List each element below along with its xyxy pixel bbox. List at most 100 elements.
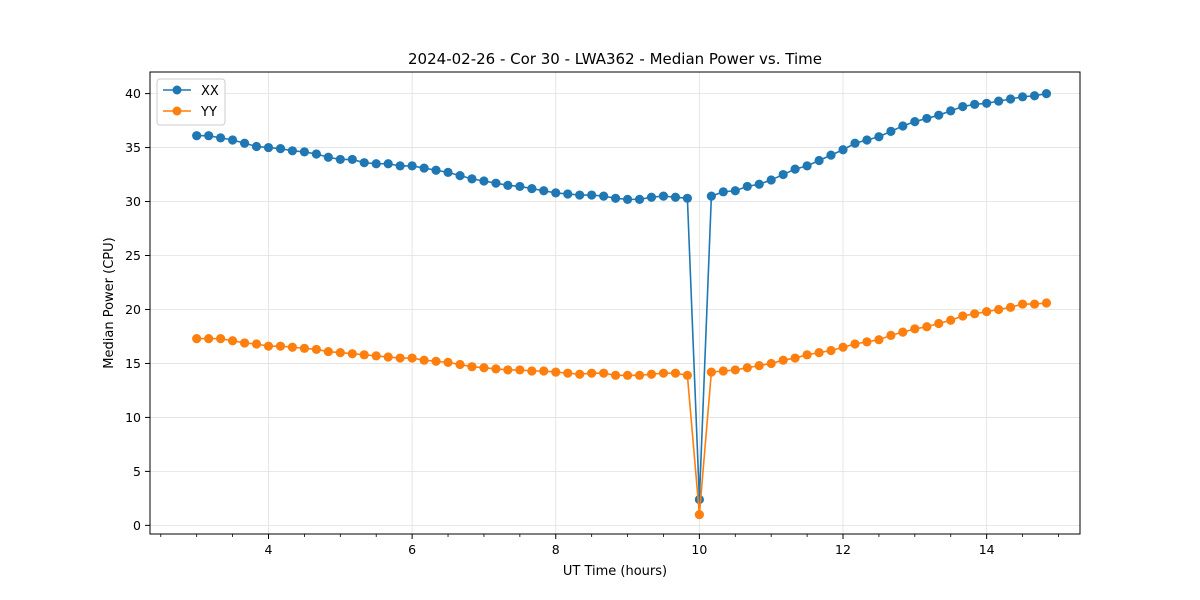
x-tick-label: 6 — [408, 542, 416, 557]
data-point-xx — [814, 155, 824, 166]
data-point-yy — [251, 339, 262, 349]
data-point-yy — [539, 366, 549, 376]
data-point-yy — [347, 349, 357, 359]
data-point-xx — [610, 193, 621, 203]
data-point-xx — [359, 158, 369, 168]
legend-marker-xx — [172, 85, 182, 95]
data-point-xx — [910, 117, 920, 127]
data-point-xx — [1005, 94, 1016, 104]
data-point-yy — [958, 311, 968, 321]
x-tick-label: 12 — [835, 542, 851, 557]
data-point-xx — [946, 106, 956, 116]
data-point-yy — [383, 352, 393, 362]
data-point-yy — [862, 337, 872, 347]
data-point-xx — [575, 190, 585, 200]
data-point-xx — [934, 110, 944, 120]
data-point-yy — [395, 353, 405, 363]
data-point-xx — [551, 188, 561, 198]
data-point-yy — [503, 365, 513, 375]
y-tick-label: 10 — [125, 410, 141, 425]
data-point-xx — [395, 161, 405, 171]
data-point-xx — [335, 154, 345, 165]
data-point-xx — [563, 189, 573, 199]
legend-label-xx: XX — [201, 84, 219, 99]
data-point-yy — [994, 304, 1004, 315]
x-axis: 4 6 8 10 12 14 — [160, 534, 1059, 557]
x-axis-label: UT Time (hours) — [563, 564, 667, 579]
data-point-xx — [958, 101, 968, 112]
data-point-xx — [886, 126, 896, 136]
data-point-xx — [455, 171, 465, 181]
data-point-xx — [742, 181, 752, 192]
data-point-xx — [1029, 91, 1040, 101]
data-point-xx — [371, 159, 381, 169]
chart-title: 2024-02-26 - Cor 30 - LWA362 - Median Po… — [408, 50, 822, 68]
data-point-yy — [431, 356, 441, 366]
data-point-xx — [766, 175, 776, 185]
data-point-yy — [263, 341, 274, 351]
y-axis-label: Median Power (CPU) — [102, 237, 117, 368]
data-point-yy — [419, 355, 429, 365]
data-point-xx — [1041, 88, 1052, 99]
data-point-xx — [347, 154, 357, 165]
data-point-xx — [419, 163, 429, 173]
data-point-yy — [515, 365, 525, 375]
data-point-xx — [407, 161, 417, 171]
y-tick-label: 0 — [133, 518, 141, 533]
data-point-yy — [718, 366, 728, 376]
data-point-xx — [730, 186, 740, 196]
data-point-xx — [311, 149, 321, 159]
data-point-yy — [610, 370, 621, 380]
data-point-xx — [754, 179, 764, 189]
data-point-xx — [192, 131, 202, 141]
data-point-yy — [778, 355, 788, 365]
data-point-yy — [287, 342, 298, 352]
data-point-xx — [778, 169, 788, 180]
data-point-yy — [670, 368, 681, 378]
data-point-xx — [443, 167, 453, 177]
data-point-yy — [946, 315, 956, 325]
data-point-xx — [838, 145, 848, 155]
data-point-yy — [826, 345, 836, 356]
data-point-yy — [838, 342, 848, 352]
data-point-yy — [335, 348, 345, 358]
x-tick-label: 10 — [691, 542, 707, 557]
data-point-yy — [622, 370, 633, 380]
data-point-yy — [1005, 302, 1016, 312]
data-point-xx — [670, 192, 681, 202]
data-point-yy — [1029, 299, 1040, 309]
data-point-yy — [802, 350, 812, 360]
data-point-xx — [802, 161, 812, 171]
legend: XX YY — [156, 78, 226, 126]
data-point-yy — [682, 370, 692, 380]
y-tick-label: 35 — [125, 140, 141, 155]
data-point-yy — [658, 368, 669, 378]
data-point-xx — [323, 152, 333, 162]
data-point-yy — [204, 334, 214, 344]
data-point-yy — [323, 346, 333, 357]
data-point-yy — [814, 348, 824, 358]
data-point-xx — [706, 191, 716, 201]
data-point-xx — [431, 165, 441, 175]
y-tick-label: 5 — [133, 464, 141, 479]
data-point-yy — [934, 318, 944, 329]
data-point-xx — [682, 193, 692, 203]
x-tick-label: 8 — [552, 542, 560, 557]
data-point-yy — [479, 363, 489, 373]
series-line-yy — [196, 302, 1047, 515]
series-line-xx — [196, 92, 1047, 500]
data-point-yy — [754, 361, 764, 371]
data-point-yy — [563, 368, 573, 378]
data-point-xx — [539, 186, 549, 196]
data-point-yy — [299, 343, 310, 353]
data-point-yy — [527, 366, 537, 376]
data-point-xx — [826, 150, 836, 160]
data-point-yy — [874, 335, 884, 345]
data-point-xx — [467, 174, 477, 184]
data-point-xx — [718, 187, 728, 197]
data-point-yy — [215, 334, 226, 344]
series-layer — [192, 88, 1052, 520]
data-point-xx — [527, 183, 537, 194]
y-tick-label: 15 — [125, 356, 141, 371]
